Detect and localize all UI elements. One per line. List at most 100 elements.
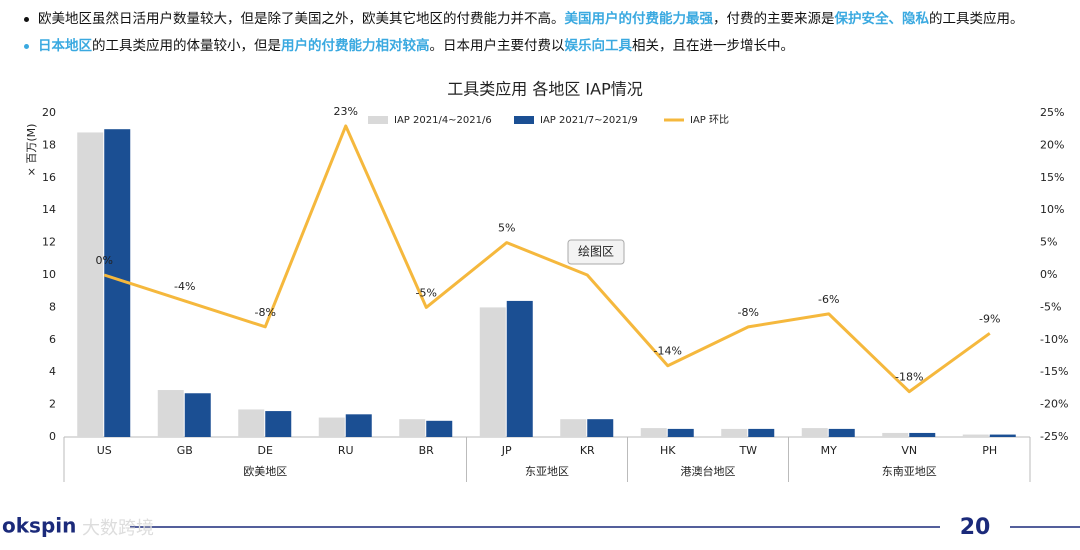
- data-label: 0%: [96, 254, 113, 267]
- bar: [962, 434, 989, 437]
- x-tick-label: GB: [177, 444, 193, 457]
- x-tick-label: TW: [738, 444, 757, 457]
- x-tick-label: RU: [338, 444, 354, 457]
- x-tick-label: BR: [419, 444, 435, 457]
- bar: [426, 420, 453, 437]
- bar: [828, 428, 855, 437]
- y-tick-label: 6: [49, 333, 56, 346]
- data-label: -4%: [174, 280, 195, 293]
- bar: [909, 432, 936, 437]
- bar: [479, 307, 506, 437]
- tooltip: 绘图区: [578, 244, 614, 259]
- y-tick-label: 12: [42, 236, 56, 249]
- data-label: -8%: [738, 306, 759, 319]
- x-tick-label: VN: [901, 444, 917, 457]
- bullet-text: 相关，且在进一步增长中。: [632, 38, 794, 54]
- bar: [399, 419, 426, 437]
- y-tick-label: 18: [42, 138, 56, 151]
- bullet-text: ，付费的主要来源是: [713, 11, 835, 27]
- bar: [989, 434, 1016, 437]
- bar: [640, 428, 667, 437]
- data-label: -9%: [979, 312, 1000, 325]
- y2-tick-label: -20%: [1040, 398, 1068, 411]
- y2-tick-label: -15%: [1040, 365, 1068, 378]
- legend-swatch: [514, 116, 534, 124]
- y-tick-label: 2: [49, 398, 56, 411]
- line: [103, 124, 991, 394]
- bar: [721, 428, 748, 437]
- y-tick-label: 14: [42, 203, 56, 216]
- bar: [882, 432, 909, 437]
- bar: [184, 393, 211, 437]
- bar: [238, 409, 265, 437]
- bullet-text: 用户的付费能力相对较高: [281, 38, 430, 54]
- bullet: 欧美地区虽然日活用户数量较大，但是除了美国之外，欧美其它地区的付费能力并不高。美…: [20, 6, 1060, 33]
- bar: [77, 132, 104, 437]
- bar: [157, 390, 184, 437]
- y2-tick-label: -10%: [1040, 333, 1068, 346]
- y-tick-label: 8: [49, 300, 56, 313]
- y2-tick-label: 15%: [1040, 171, 1064, 184]
- data-label: -5%: [416, 286, 437, 299]
- tooltip-box: [567, 239, 625, 265]
- y-tick-label: 16: [42, 171, 56, 184]
- watermark: 大数跨境: [82, 518, 154, 539]
- bullet-text: 日本地区: [38, 38, 92, 54]
- y2-tick-label: 5%: [1040, 236, 1057, 249]
- data-label: -6%: [818, 293, 839, 306]
- y-axis-label: × 百万(M): [25, 124, 38, 177]
- bullet-text: 保护安全、隐私: [834, 11, 930, 27]
- legend-label: IAP 2021/4~2021/6: [394, 115, 492, 126]
- data-label: -14%: [654, 345, 682, 358]
- y2-tick-label: 25%: [1040, 106, 1064, 119]
- x-tick-label: PH: [982, 444, 997, 457]
- data-label: 5%: [498, 222, 515, 235]
- bullet-text: 。日本用户主要付费以: [429, 38, 565, 54]
- y2-tick-label: -25%: [1040, 430, 1068, 443]
- bullet: 日本地区的工具类应用的体量较小，但是用户的付费能力相对较高。日本用户主要付费以娱…: [20, 33, 1060, 60]
- group-label: 东南亚地区: [882, 465, 937, 478]
- bullet-text: 娱乐向工具: [564, 38, 633, 54]
- x-tick-label: HK: [660, 444, 676, 457]
- group-label: 东亚地区: [525, 465, 569, 478]
- bullet-text: 欧美地区虽然日活用户数量较大，但是除了美国之外，欧美其它地区的付费能力并不高。: [38, 11, 565, 27]
- bar: [667, 428, 694, 437]
- bar: [801, 428, 828, 437]
- bar: [318, 417, 345, 437]
- legend-label: IAP 2021/7~2021/9: [540, 115, 638, 126]
- bar: [587, 419, 614, 437]
- y-tick-label: 10: [42, 268, 56, 281]
- group-label: 港澳台地区: [681, 464, 736, 478]
- data-label: -8%: [255, 306, 276, 319]
- x-tick-label: JP: [501, 444, 512, 457]
- bar: [345, 414, 372, 437]
- bullet-list: 欧美地区虽然日活用户数量较大，但是除了美国之外，欧美其它地区的付费能力并不高。美…: [20, 6, 1060, 60]
- x-tick-label: US: [97, 444, 112, 457]
- x-tick-label: MY: [821, 444, 837, 457]
- bullet-text: 美国用户的付费能力最强: [564, 11, 714, 27]
- bar: [265, 411, 292, 437]
- bar: [748, 428, 775, 437]
- bar: [560, 419, 587, 437]
- y-tick-label: 0: [49, 430, 56, 443]
- x-tick-label: KR: [580, 444, 595, 457]
- bullet-text: 的工具类应用。: [929, 11, 1024, 27]
- y-tick-label: 20: [42, 106, 56, 119]
- y2-tick-label: 20%: [1040, 138, 1064, 151]
- data-label: 23%: [334, 105, 358, 118]
- legend-swatch: [368, 116, 388, 124]
- y2-tick-label: 0%: [1040, 268, 1057, 281]
- page-number: 20: [960, 515, 991, 540]
- y2-tick-label: 10%: [1040, 203, 1064, 216]
- x-tick-label: DE: [258, 444, 273, 457]
- data-label: -18%: [895, 371, 923, 384]
- bullet-text: 的工具类应用的体量较小，但是: [92, 38, 281, 54]
- y2-tick-label: -5%: [1040, 300, 1061, 313]
- chart-title: 工具类应用 各地区 IAP情况: [447, 80, 643, 99]
- y-tick-label: 4: [49, 365, 56, 378]
- bar: [506, 300, 533, 437]
- legend-label: IAP 环比: [690, 114, 729, 126]
- footer-logo: okspin: [2, 514, 76, 538]
